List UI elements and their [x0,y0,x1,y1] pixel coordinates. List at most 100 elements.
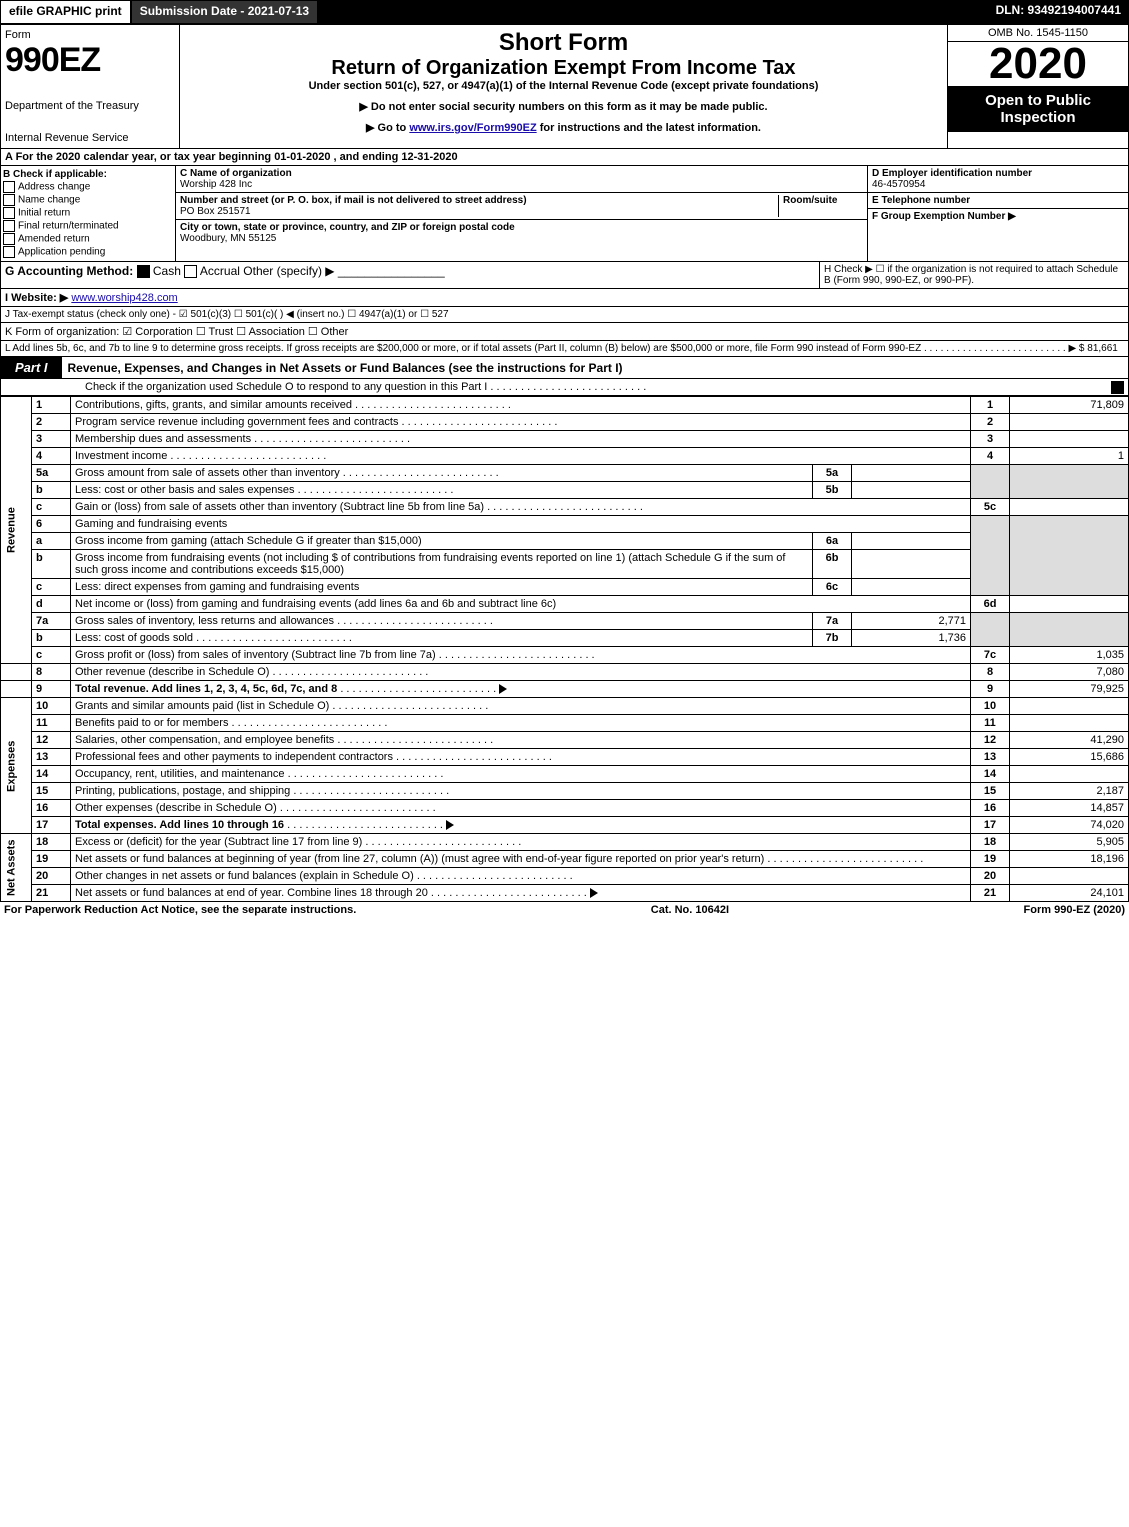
r4-col: 4 [971,448,1010,465]
submission-date-button[interactable]: Submission Date - 2021-07-13 [131,0,318,24]
r9-amt: 79,925 [1010,681,1129,698]
chk-name-change[interactable]: Name change [3,194,173,206]
r5a-desc: Gross amount from sale of assets other t… [75,467,340,479]
website-link[interactable]: www.worship428.com [71,292,177,304]
r2-amt [1010,414,1129,431]
website-label: I Website: ▶ [5,292,68,304]
irs-label: Internal Revenue Service [5,132,175,144]
r12-desc: Salaries, other compensation, and employ… [75,734,334,746]
note-link-line: ▶ Go to www.irs.gov/Form990EZ for instru… [184,121,943,134]
r10-amt [1010,698,1129,715]
chk-final-return[interactable]: Final return/terminated [3,220,173,232]
column-d: D Employer identification number46-45709… [867,166,1128,261]
chk-amended-return[interactable]: Amended return [3,233,173,245]
r17-num: 17 [32,817,71,834]
section-j: J Tax-exempt status (check only one) - ☑… [0,307,1129,323]
r15-num: 15 [32,783,71,800]
part1-title: Revenue, Expenses, and Changes in Net As… [62,361,623,375]
chk-initial-return[interactable]: Initial return [3,207,173,219]
r6d-desc: Net income or (loss) from gaming and fun… [75,598,556,610]
r15-col: 15 [971,783,1010,800]
r6b-ma [852,550,971,579]
part1-table: Revenue 1 Contributions, gifts, grants, a… [0,396,1129,902]
arrow-icon [446,820,454,830]
r7c-desc: Gross profit or (loss) from sales of inv… [75,649,436,661]
side-revenue: Revenue [1,397,32,664]
r1-desc: Contributions, gifts, grants, and simila… [75,399,352,411]
form-header: Form 990EZ Department of the Treasury In… [0,24,1129,149]
r9-col: 9 [971,681,1010,698]
r12-num: 12 [32,732,71,749]
chk-schedule-o[interactable] [1111,381,1124,394]
r6d-num: d [32,596,71,613]
irs-link[interactable]: www.irs.gov/Form990EZ [409,122,536,134]
r13-desc: Professional fees and other payments to … [75,751,393,763]
phone-label: E Telephone number [872,195,970,206]
r20-desc: Other changes in net assets or fund bala… [75,870,414,882]
r7b-mn: 7b [813,630,852,647]
r8-num: 8 [32,664,71,681]
top-bar: efile GRAPHIC print Submission Date - 20… [0,0,1129,24]
form-word: Form [5,29,175,41]
r13-col: 13 [971,749,1010,766]
r6c-num: c [32,579,71,596]
chk-accrual[interactable] [184,265,197,278]
r8-amt: 7,080 [1010,664,1129,681]
r8-desc: Other revenue (describe in Schedule O) [75,666,269,678]
r3-num: 3 [32,431,71,448]
group-exemption-label: F Group Exemption Number ▶ [872,211,1016,222]
section-bcd: B Check if applicable: Address change Na… [0,166,1129,262]
cash-label: Cash [153,264,181,278]
r16-col: 16 [971,800,1010,817]
r2-col: 2 [971,414,1010,431]
addr-value: PO Box 251571 [180,206,251,217]
dln-label: DLN: 93492194007441 [988,0,1129,24]
title-section: Under section 501(c), 527, or 4947(a)(1)… [184,80,943,92]
chk-address-change[interactable]: Address change [3,181,173,193]
r19-amt: 18,196 [1010,851,1129,868]
r14-amt [1010,766,1129,783]
column-c: C Name of organizationWorship 428 Inc Nu… [176,166,867,261]
r5a-mn: 5a [813,465,852,482]
ein-value: 46-4570954 [872,179,925,190]
accounting-label: G Accounting Method: [5,264,133,278]
r21-num: 21 [32,885,71,902]
r14-desc: Occupancy, rent, utilities, and maintena… [75,768,285,780]
accrual-label: Accrual [200,264,240,278]
r19-col: 19 [971,851,1010,868]
r14-num: 14 [32,766,71,783]
r5b-mn: 5b [813,482,852,499]
r8-col: 8 [971,664,1010,681]
r10-num: 10 [32,698,71,715]
r17-col: 17 [971,817,1010,834]
r6b-desc: Gross income from fundraising events (no… [75,552,785,576]
r1-col: 1 [971,397,1010,414]
r1-amt: 71,809 [1010,397,1129,414]
part1-header: Part I Revenue, Expenses, and Changes in… [0,357,1129,379]
r19-num: 19 [32,851,71,868]
r5a-ma [852,465,971,482]
r6a-num: a [32,533,71,550]
other-label: Other (specify) ▶ [243,264,334,278]
chk-application-pending[interactable]: Application pending [3,246,173,258]
r5c-num: c [32,499,71,516]
efile-print-button[interactable]: efile GRAPHIC print [0,0,131,24]
page-footer: For Paperwork Reduction Act Notice, see … [0,902,1129,918]
chk-cash[interactable] [137,265,150,278]
line-l-text: L Add lines 5b, 6c, and 7b to line 9 to … [5,343,921,354]
r6-desc: Gaming and fundraising events [71,516,971,533]
title-return: Return of Organization Exempt From Incom… [184,57,943,80]
note-goto: ▶ Go to [366,122,409,134]
r16-num: 16 [32,800,71,817]
open-to-public: Open to Public Inspection [948,86,1128,132]
r19-desc: Net assets or fund balances at beginning… [75,853,764,865]
r12-amt: 41,290 [1010,732,1129,749]
r5b-desc: Less: cost or other basis and sales expe… [75,484,295,496]
part1-tag: Part I [1,357,62,378]
city-label: City or town, state or province, country… [180,222,515,233]
form-number: 990EZ [5,41,175,80]
r7a-ma: 2,771 [852,613,971,630]
section-k: K Form of organization: ☑ Corporation ☐ … [0,323,1129,341]
note-ssn: ▶ Do not enter social security numbers o… [184,100,943,113]
tax-year: 2020 [948,42,1128,86]
